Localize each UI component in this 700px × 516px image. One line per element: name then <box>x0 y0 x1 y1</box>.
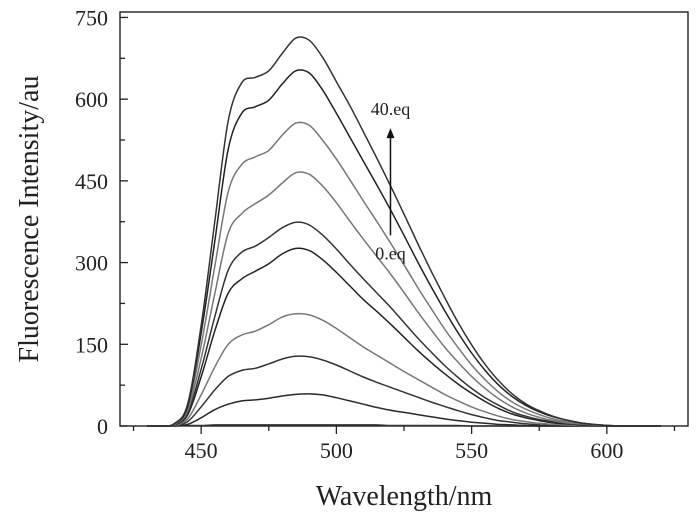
increase-arrowhead-icon <box>386 128 395 139</box>
x-tick-label: 450 <box>185 438 218 463</box>
series-line-5-eq <box>147 393 661 427</box>
series-line-35-eq <box>146 121 661 427</box>
x-tick-label: 550 <box>455 438 488 463</box>
y-axis-ticks: 0 150 300 450 600 750 <box>75 5 128 439</box>
series-line-15-eq <box>146 312 661 427</box>
series-line-45-eq <box>146 36 661 427</box>
series-layer <box>146 36 661 428</box>
annotation-top-label: 40.eq <box>371 99 411 119</box>
y-tick-label: 300 <box>75 251 108 276</box>
series-line-20-eq <box>146 247 661 427</box>
y-axis-title: Fluorescence Intensity/au <box>14 76 45 363</box>
x-tick-label: 600 <box>590 438 623 463</box>
y-tick-label: 450 <box>75 169 108 194</box>
y-tick-label: 750 <box>75 5 108 30</box>
x-axis-ticks: 450 500 550 600 <box>132 426 676 463</box>
x-axis-title: Wavelength/nm <box>316 481 493 512</box>
series-line-10-eq <box>147 355 661 428</box>
y-tick-label: 0 <box>97 414 108 439</box>
y-tick-label: 600 <box>75 87 108 112</box>
annotation-bottom-label: 0.eq <box>375 243 406 263</box>
annotation-layer: 40.eq 0.eq <box>371 99 411 263</box>
y-tick-label: 150 <box>75 332 108 357</box>
x-tick-label: 500 <box>320 438 353 463</box>
